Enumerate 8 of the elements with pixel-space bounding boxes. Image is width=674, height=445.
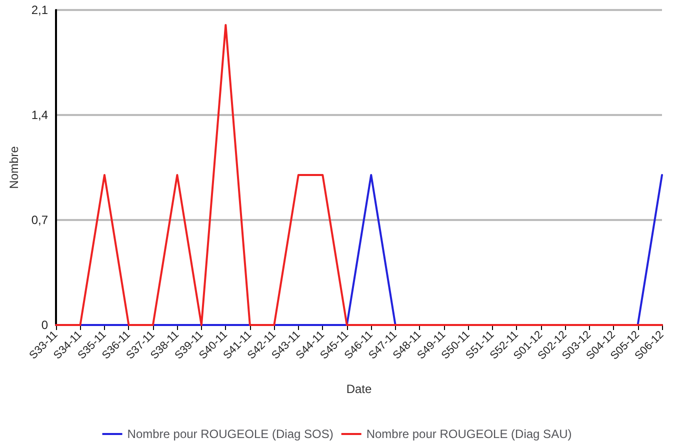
x-axis-title: Date — [346, 382, 372, 396]
y-axis-title: Nombre — [7, 146, 21, 189]
legend-label: Nombre pour ROUGEOLE (Diag SOS) — [127, 427, 334, 441]
y-tick-label: 0 — [41, 318, 48, 332]
y-tick-label: 2,1 — [31, 3, 48, 17]
legend-label: Nombre pour ROUGEOLE (Diag SAU) — [366, 427, 572, 441]
y-tick-label: 0,7 — [31, 213, 48, 227]
y-tick-label: 1,4 — [31, 108, 48, 122]
